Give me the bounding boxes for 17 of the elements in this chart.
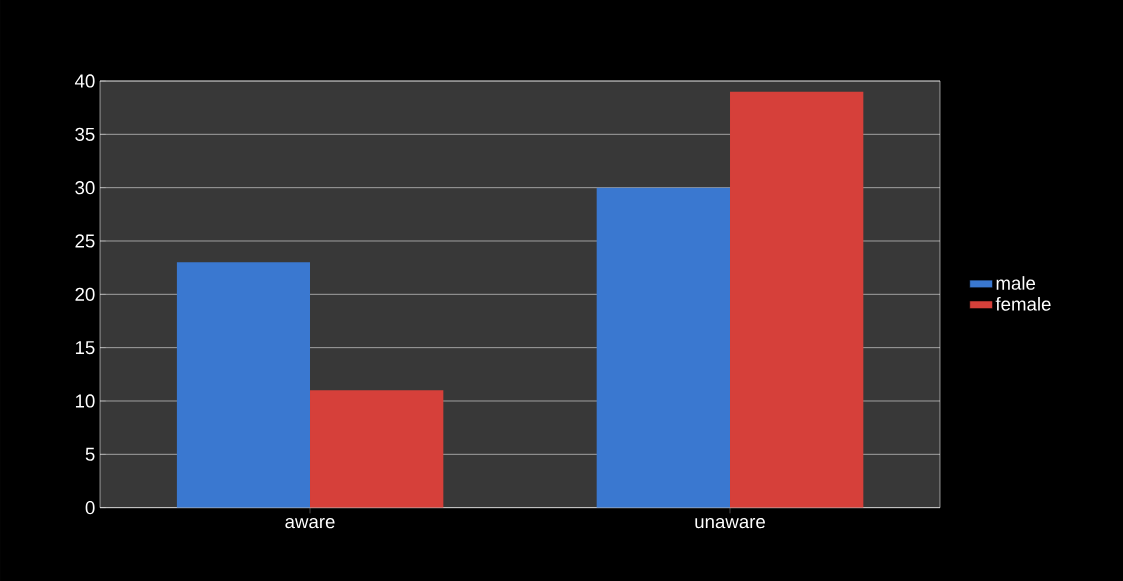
y-tick-label: 40 — [74, 74, 95, 88]
y-tick-label: 25 — [75, 234, 95, 248]
x-tick-label: unaware — [695, 518, 765, 529]
legend-label: male — [996, 276, 1036, 290]
bar — [596, 187, 731, 508]
y-tick-label: 30 — [75, 181, 95, 195]
y-tick-label: 10 — [75, 394, 95, 408]
x-tick-label: aware — [285, 518, 335, 529]
bar — [310, 390, 444, 508]
legend-label: female — [995, 296, 1051, 311]
bar — [176, 262, 311, 508]
y-tick-label: 15 — [75, 341, 95, 355]
y-tick-label: 20 — [75, 287, 95, 301]
bar — [730, 91, 864, 508]
y-tick-label: 0 — [85, 501, 95, 515]
y-tick-label: 35 — [75, 127, 95, 141]
y-tick-label: 5 — [85, 447, 95, 461]
